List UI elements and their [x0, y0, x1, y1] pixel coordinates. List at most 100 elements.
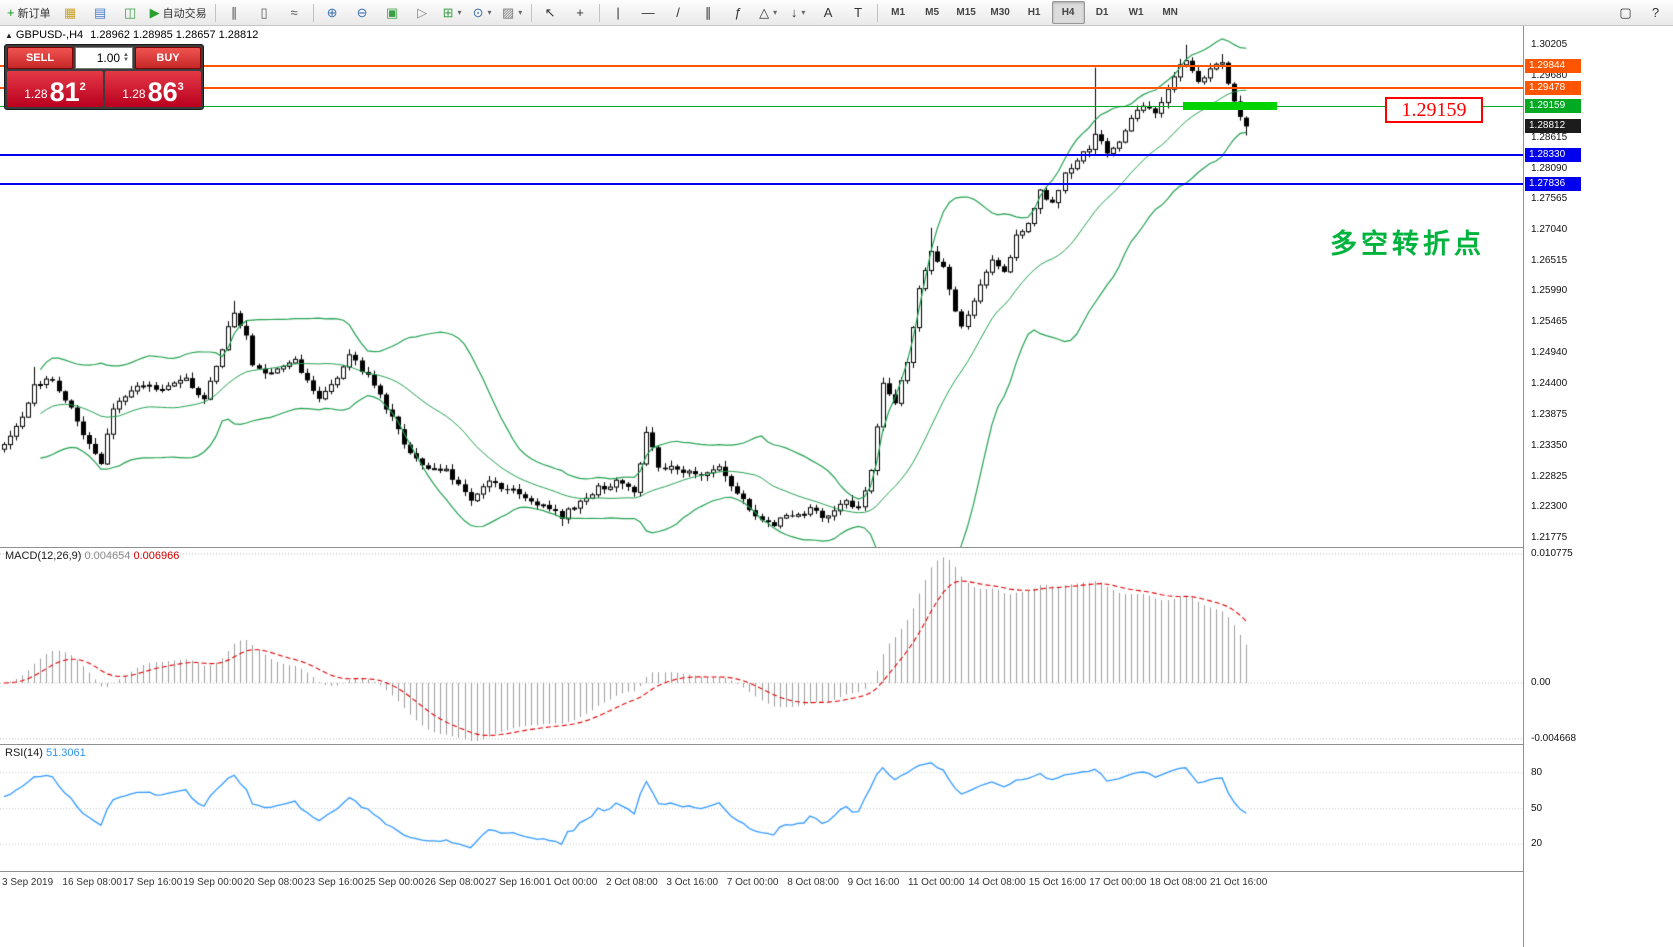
text-button[interactable]: A: [814, 1, 843, 24]
templates-button[interactable]: ▨ ▾: [498, 1, 527, 24]
line-chart-button[interactable]: ≈: [280, 1, 309, 24]
price-axis[interactable]: 1.29844 1.29478 1.29159 1.28330 1.27836 1.288…: [1523, 26, 1673, 947]
indicators-button[interactable]: ⊞ ▾: [438, 1, 467, 24]
sell-price-sup: 2: [79, 81, 86, 93]
toolbar-separator: [530, 3, 532, 22]
buy-price[interactable]: 1.28 86 3: [105, 71, 201, 107]
price-level-note[interactable]: 1.29159: [1385, 97, 1483, 123]
rsi-pane[interactable]: RSI(14) 51.3061: [0, 744, 1523, 871]
equidistant-channel-button[interactable]: ∥: [694, 1, 723, 24]
auto-scroll-button[interactable]: ▣: [378, 1, 407, 24]
zoom-out-button[interactable]: ⊖: [348, 1, 377, 24]
rsi-canvas[interactable]: [0, 745, 1523, 871]
timeframe-mn-button[interactable]: MN: [1162, 7, 1178, 18]
volume-down-icon[interactable]: ▼: [123, 57, 129, 63]
sell-price[interactable]: 1.28 81 2: [7, 71, 103, 107]
timeframe-m1-button[interactable]: M1: [891, 7, 906, 18]
autotrading-icon: ▶: [149, 5, 160, 20]
toolbar-separator: [876, 3, 878, 22]
indicators-dropdown-icon[interactable]: ▾: [457, 8, 462, 17]
arrows-button[interactable]: ↓ ▾: [784, 1, 813, 24]
fibonacci-button[interactable]: ƒ: [724, 1, 753, 24]
shapes-button[interactable]: △ ▾: [754, 1, 783, 24]
indicators-icon: ⊞: [442, 5, 454, 20]
volume-spin-icons[interactable]: ▲ ▼: [123, 52, 129, 63]
support-line-2[interactable]: [0, 182, 1523, 185]
fullscreen-button[interactable]: ▢: [1611, 1, 1640, 24]
arrows-dropdown-icon[interactable]: ▾: [801, 8, 806, 17]
macd-tick: 0.00: [1531, 677, 1551, 688]
support-line-1[interactable]: [0, 153, 1523, 156]
candlestick-chart-canvas[interactable]: [0, 26, 1523, 547]
volume-value[interactable]: 1.00: [96, 51, 121, 65]
time-label: 25 Sep 00:00: [364, 877, 424, 888]
time-label: 3 Sep 2019: [2, 877, 54, 888]
data-window-button[interactable]: ▤: [86, 1, 115, 24]
timeframe-d1-button[interactable]: D1: [1095, 7, 1109, 18]
timeframe-h4-button[interactable]: H4: [1051, 1, 1085, 24]
new-order-button[interactable]: + 新订单: [3, 1, 55, 24]
time-axis[interactable]: 3 Sep 2019 16 Sep 08:00 17 Sep 16:00 19 Sep…: [0, 871, 1523, 947]
sell-price-small: 1.28: [24, 87, 48, 101]
resistance-line-2[interactable]: [0, 86, 1523, 89]
periods-button[interactable]: ⊙ ▾: [468, 1, 497, 24]
price-tick: 1.27565: [1531, 193, 1568, 205]
volume-stepper[interactable]: 1.00 ▲ ▼: [75, 47, 133, 69]
crosshair-button[interactable]: +: [566, 1, 595, 24]
horizontal-line-icon: —: [641, 5, 655, 20]
timeframe-w1-button[interactable]: W1: [1128, 7, 1144, 18]
resistance-line-1[interactable]: [0, 65, 1523, 68]
timeframe-m5-button[interactable]: M5: [925, 7, 940, 18]
toolbar: + 新订单 ▦ ▤ ◫ ▶ 自动交易 ∥ ▯ ≈ ⊕ ⊖ ▣ ▷ ⊞ ▾ ⊙ ▾ ▨ ▾ ↖ + | — / ∥ ƒ △ ▾ ↓ ▾ A T M1…: [0, 0, 1673, 26]
cursor-button[interactable]: ↖: [536, 1, 565, 24]
time-label: 16 Sep 08:00: [62, 877, 122, 888]
autotrading-button[interactable]: ▶ 自动交易: [146, 1, 211, 24]
periods-dropdown-icon[interactable]: ▾: [487, 8, 492, 17]
turning-point-label[interactable]: 多空转折点: [1330, 229, 1485, 259]
pivot-line[interactable]: [0, 105, 1523, 107]
pivot-highlight-bar[interactable]: [1183, 102, 1277, 111]
navigator-button[interactable]: ◫: [116, 1, 145, 24]
zoom-in-button[interactable]: ⊕: [318, 1, 347, 24]
time-label: 9 Oct 16:00: [847, 877, 900, 888]
macd-label: MACD(12,26,9) 0.004654 0.006966: [5, 550, 179, 562]
templates-dropdown-icon[interactable]: ▾: [518, 8, 523, 17]
price-badge-support-line-1: 1.28330: [1525, 147, 1581, 162]
help-button[interactable]: ?: [1641, 1, 1670, 24]
text-label-button[interactable]: T: [844, 1, 873, 24]
shapes-dropdown-icon[interactable]: ▾: [773, 8, 778, 17]
new-order-icon: +: [7, 5, 15, 20]
price-tick: 1.24400: [1531, 378, 1568, 390]
timeframe-m15-button[interactable]: M15: [956, 7, 976, 18]
bar-chart-button[interactable]: ∥: [220, 1, 249, 24]
candlestick-chart-button[interactable]: ▯: [250, 1, 279, 24]
trade-panel-toggle-icon[interactable]: ▲: [5, 31, 13, 40]
macd-pane[interactable]: MACD(12,26,9) 0.004654 0.006966: [0, 547, 1523, 744]
zoom-out-icon: ⊖: [356, 5, 368, 20]
time-label: 20 Sep 08:00: [243, 877, 304, 888]
timeframe-h1-button[interactable]: H1: [1027, 7, 1041, 18]
time-label: 1 Oct 00:00: [545, 877, 598, 888]
macd-main-value: 0.004654: [84, 550, 131, 562]
chart-header: ▲ GBPUSD-,H4 1.28962 1.28985 1.28657 1.288…: [5, 29, 258, 41]
text-icon: A: [823, 5, 833, 20]
vertical-line-button[interactable]: |: [604, 1, 633, 24]
sell-button[interactable]: SELL: [7, 47, 73, 69]
time-label: 8 Oct 08:00: [787, 877, 839, 888]
macd-canvas[interactable]: [0, 548, 1523, 744]
current-price-badge: 1.28812: [1525, 119, 1581, 134]
trendline-button[interactable]: /: [664, 1, 693, 24]
time-label: 23 Sep 16:00: [304, 877, 364, 888]
volume-up-icon[interactable]: ▲: [123, 52, 129, 58]
price-badge-support-line-2: 1.27836: [1525, 176, 1581, 191]
time-label: 11 Oct 00:00: [908, 877, 965, 888]
chart-shift-button[interactable]: ▷: [408, 1, 437, 24]
buy-button[interactable]: BUY: [135, 47, 201, 69]
main-chart-pane[interactable]: ▲ GBPUSD-,H4 1.28962 1.28985 1.28657 1.288…: [0, 26, 1523, 547]
horizontal-line-button[interactable]: —: [634, 1, 663, 24]
time-label: 21 Oct 16:00: [1210, 877, 1268, 888]
price-tick: 1.23350: [1531, 439, 1568, 451]
market-watch-button[interactable]: ▦: [56, 1, 85, 24]
timeframe-m30-button[interactable]: M30: [990, 7, 1010, 18]
time-label: 18 Oct 08:00: [1149, 877, 1207, 888]
